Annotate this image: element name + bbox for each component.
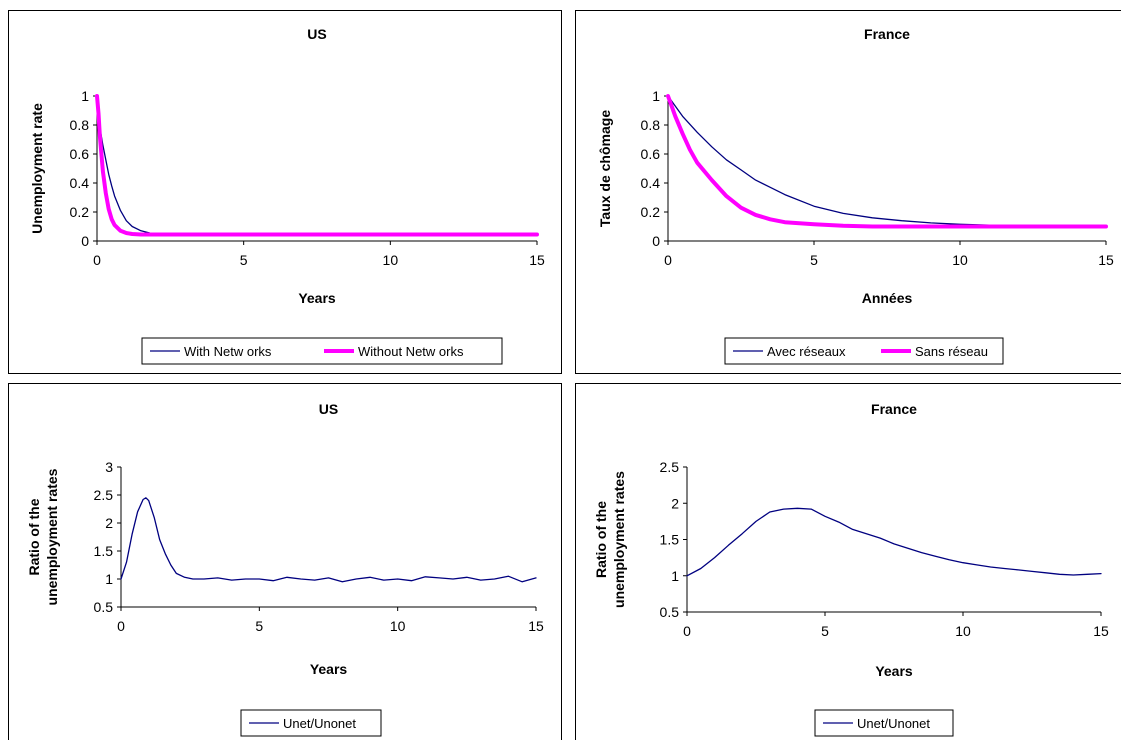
y-tick-label: 2: [105, 515, 113, 531]
legend-box: [724, 337, 1004, 365]
legend-label-1: Unet/Unonet: [283, 716, 356, 731]
y-tick-label: 0: [81, 233, 89, 249]
y-tick-label: 1.5: [94, 543, 114, 559]
series-line-2: [666, 94, 1108, 229]
legend-label-1: Avec réseaux: [767, 344, 846, 359]
x-tick-label: 10: [390, 618, 406, 634]
series-line-1: [667, 95, 1107, 228]
y-axis-label-line-2: unemployment rates: [44, 468, 60, 605]
x-axis-label: Years: [298, 290, 336, 306]
y-tick-label: 2.5: [660, 459, 680, 475]
x-axis-label: Années: [862, 290, 913, 306]
x-axis-label: Years: [875, 663, 913, 679]
series-line-1: [686, 507, 1102, 577]
legend-label-1: With Netw orks: [184, 344, 272, 359]
y-tick-label: 0.5: [94, 599, 114, 615]
chart-us-ratio: US 0.5 1 1.5 2 2.5 3 0 5 10 15 Years Ratio of the une…: [26, 401, 544, 737]
chart-panel-us-ratio: US 0.5 1 1.5 2 2.5 3 0 5 10 15 Years Ratio of the une…: [8, 383, 562, 740]
x-tick-label: 15: [1093, 623, 1109, 639]
y-tick-label: 0.5: [660, 604, 680, 620]
legend-label-1: Unet/Unonet: [857, 716, 930, 731]
x-tick-label: 15: [529, 252, 545, 268]
y-tick-label: 2.5: [94, 487, 114, 503]
y-tick-label: 1: [671, 568, 679, 584]
y-tick-label: 0.2: [641, 204, 661, 220]
y-tick-label: 0.2: [70, 204, 90, 220]
y-tick-label: 3: [105, 459, 113, 475]
x-tick-label: 5: [240, 252, 248, 268]
x-tick-label: 0: [683, 623, 691, 639]
chart-title: France: [871, 401, 917, 417]
y-axis-label-line-1: Ratio of the: [26, 498, 42, 575]
x-axis-label: Years: [310, 661, 348, 677]
legend-box: [141, 337, 503, 365]
x-tick-label: 5: [821, 623, 829, 639]
y-tick-label: 0.6: [70, 146, 90, 162]
y-tick-label: 0.4: [641, 175, 661, 191]
y-tick-label: 2: [671, 495, 679, 511]
x-tick-label: 10: [383, 252, 399, 268]
x-tick-label: 5: [255, 618, 263, 634]
x-tick-label: 0: [664, 252, 672, 268]
y-tick-label: 1: [105, 571, 113, 587]
x-tick-label: 15: [1098, 252, 1114, 268]
series-line-2: [95, 94, 539, 237]
x-tick-label: 0: [117, 618, 125, 634]
series-line-1: [120, 497, 537, 583]
y-tick-label: 1: [81, 88, 89, 104]
series-line-1: [96, 95, 538, 236]
y-axis-label-line-2: unemployment rates: [611, 471, 627, 608]
legend-label-2: Sans réseau: [915, 344, 988, 359]
chart-title: US: [319, 401, 338, 417]
y-tick-label: 1: [652, 88, 660, 104]
legend-label-2: Without Netw orks: [358, 344, 464, 359]
x-tick-label: 10: [955, 623, 971, 639]
chart-france-ratio: France 0.5 1 1.5 2 2.5 0 5 10 15 Years Ratio of the…: [593, 401, 1109, 737]
chart-title: US: [307, 26, 326, 42]
x-tick-label: 5: [810, 252, 818, 268]
y-tick-label: 0.8: [641, 117, 661, 133]
y-tick-label: 0: [652, 233, 660, 249]
chart-title: France: [864, 26, 910, 42]
y-axis-label: Taux de chômage: [597, 110, 613, 227]
chart-panel-france-unemployment: France 0 0.2 0.4 0.6 0.8 1 0 5 10 15 Années Taux de …: [575, 10, 1121, 374]
x-tick-label: 0: [93, 252, 101, 268]
chart-panel-france-ratio: France 0.5 1 1.5 2 2.5 0 5 10 15 Years Ratio of the…: [575, 383, 1121, 740]
x-tick-label: 10: [952, 252, 968, 268]
y-tick-label: 0.4: [70, 175, 90, 191]
y-tick-label: 0.6: [641, 146, 661, 162]
y-tick-label: 1.5: [660, 532, 680, 548]
y-axis-label-line-1: Ratio of the: [593, 501, 609, 578]
y-tick-label: 0.8: [70, 117, 90, 133]
chart-panel-us-unemployment: US 0 0.2 0.4 0.6 0.8 1 0 5 10 15 Years Unemployment …: [8, 10, 562, 374]
x-tick-label: 15: [528, 618, 544, 634]
y-axis-label: Unemployment rate: [29, 103, 45, 234]
